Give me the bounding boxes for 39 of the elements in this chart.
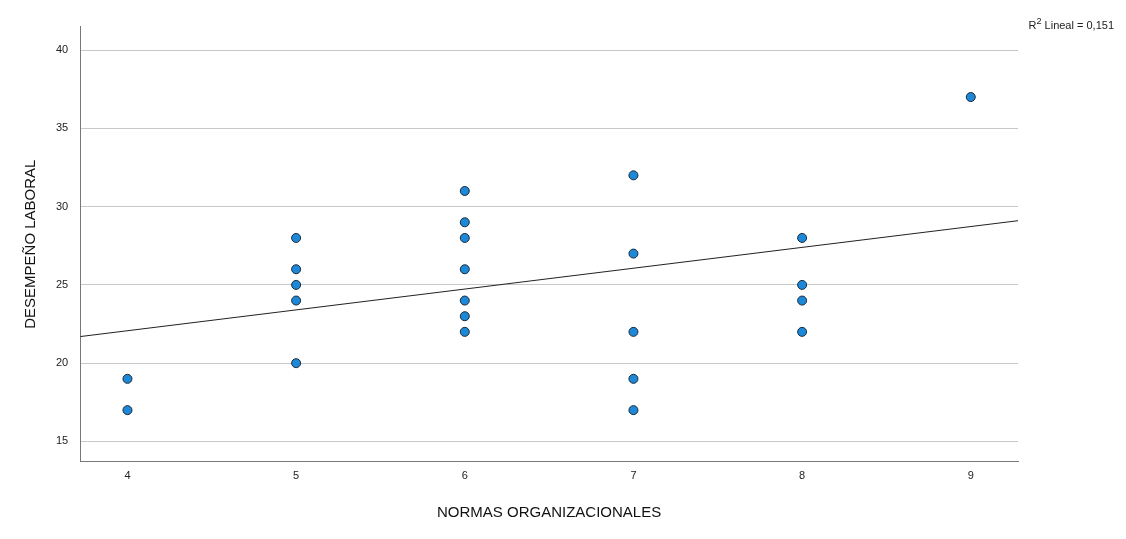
x-tick-label: 5: [293, 469, 300, 482]
point: [797, 295, 808, 306]
point: [628, 373, 639, 384]
x-tick-label: 6: [461, 469, 468, 482]
y-tick-label: 25: [55, 277, 69, 290]
point: [459, 217, 470, 228]
x-tick-label: 4: [124, 469, 131, 482]
point: [628, 170, 639, 181]
y-tick-label: 35: [55, 121, 69, 134]
point: [459, 185, 470, 196]
x-axis-title: NORMAS ORGANIZACIONALES: [437, 503, 662, 521]
point: [459, 264, 470, 275]
x-tick-label: 9: [967, 469, 974, 482]
point: [291, 232, 302, 243]
y-axis-title: DESEMPEÑO LABORAL: [21, 159, 39, 329]
x-tick-label: 7: [630, 469, 637, 482]
point: [628, 248, 639, 259]
point: [459, 311, 470, 322]
point: [797, 326, 808, 337]
point: [797, 279, 808, 290]
point: [628, 326, 639, 337]
y-tick-label: 20: [55, 356, 69, 369]
point: [122, 373, 133, 384]
point: [459, 295, 470, 306]
y-tick-label: 40: [55, 43, 69, 56]
text: R$^{2}$ Lineal = 0,151: [1028, 16, 1114, 31]
point: [628, 405, 639, 416]
y-tick-label: 15: [55, 434, 69, 447]
point: [291, 358, 302, 369]
point: [459, 326, 470, 337]
point: [291, 279, 302, 290]
point: [291, 295, 302, 306]
y-tick-label: 30: [55, 199, 69, 212]
point: [797, 232, 808, 243]
point: [459, 232, 470, 243]
point: [291, 264, 302, 275]
point: [965, 92, 976, 103]
x-tick-label: 8: [799, 469, 806, 482]
point: [122, 405, 133, 416]
